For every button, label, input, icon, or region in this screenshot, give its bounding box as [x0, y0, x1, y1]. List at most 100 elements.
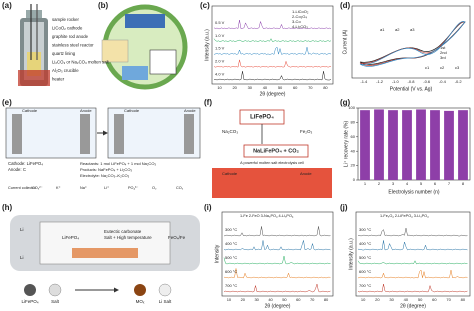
cv-loop [359, 21, 466, 67]
bar [458, 110, 468, 180]
label: 400 °C [359, 241, 371, 246]
label: 700 °C [225, 283, 237, 288]
circle-shape [158, 283, 172, 297]
label: NaLiFePO₄ + CO₂ [253, 148, 299, 154]
pattern-trace [213, 19, 332, 30]
axes-frame [351, 5, 471, 79]
label: -1.0 [392, 79, 400, 84]
label: (b) [98, 1, 109, 10]
label: 4-Li₂CO₃ [292, 24, 308, 29]
label: (i) [204, 203, 212, 212]
rect-shape [243, 144, 309, 158]
label: Current collector [8, 186, 37, 190]
label: Potential (V vs. Ag) [390, 86, 433, 92]
label: c1 [425, 65, 430, 70]
furnace-illustration [10, 215, 200, 297]
label: Al₂O₃ crucible [52, 68, 79, 73]
rect-shape [149, 49, 177, 75]
label: Li⁺ recovery rate (%) [343, 121, 349, 168]
pattern-trace [213, 59, 332, 68]
x-tick-label: 4 [406, 181, 409, 186]
label: Salt + High temperature [104, 235, 152, 240]
label: Intensity (a.u.) [204, 29, 210, 61]
label: quartz lining [52, 51, 76, 56]
label: CO₃²⁻ [32, 186, 43, 190]
label: 4.0 V [215, 71, 225, 76]
bar [374, 109, 384, 180]
rect-shape [12, 114, 22, 154]
label: Cathode: LiFePO₄ [8, 161, 43, 166]
label: (d) [340, 1, 351, 10]
label: Fe₂O₃ [300, 129, 312, 134]
pattern-trace [357, 260, 468, 265]
label: 30 [389, 297, 394, 302]
circle-shape [134, 284, 146, 296]
label: K⁺ [56, 186, 61, 190]
axes-frame [211, 5, 334, 85]
label: FeO₄/Fe [168, 235, 186, 240]
bar [360, 110, 370, 180]
label: Salt [51, 299, 60, 304]
pattern-trace [213, 46, 332, 55]
label: 1.0 V [215, 33, 225, 38]
label: 50 [418, 297, 423, 302]
label: 3rd [440, 55, 446, 60]
label: 0.5 V [215, 20, 225, 25]
label: 50 [278, 85, 283, 90]
label: Li Salt [159, 299, 172, 304]
x-tick-label: 1 [364, 181, 367, 186]
label: 2θ (degree) [260, 91, 286, 97]
label: LiFePO₄ [250, 115, 274, 121]
pattern-trace [223, 240, 331, 251]
label: Intensity [214, 244, 220, 263]
label: 30 [254, 297, 259, 302]
label: 30 [248, 85, 253, 90]
label: Anode [80, 108, 92, 113]
label: a3 [410, 27, 415, 32]
reactor-illustration [18, 4, 50, 86]
rect-shape [18, 70, 50, 86]
pattern-trace [357, 283, 468, 293]
label: -0.8 [408, 79, 416, 84]
rect-shape [26, 10, 42, 18]
x-tick-label: 7 [448, 181, 451, 186]
label: 500 °C [225, 255, 237, 260]
label: sample rocker [52, 17, 80, 22]
label: 2θ (degree) [265, 303, 291, 309]
label: -0.2 [455, 79, 463, 84]
label: Current (A) [342, 29, 348, 54]
label: 700 °C [359, 283, 371, 288]
rect-shape [125, 14, 165, 28]
label: 80 [324, 297, 329, 302]
label: 300 °C [225, 227, 237, 232]
label: 600 °C [359, 269, 371, 274]
label: 20 [375, 297, 380, 302]
label: a2 [395, 27, 400, 32]
circle-shape [48, 283, 62, 297]
label: -0.4 [439, 79, 447, 84]
label: 300 °C [359, 227, 371, 232]
x-tick-label: 5 [420, 181, 423, 186]
pattern-trace [213, 71, 332, 81]
label: Cathode [22, 108, 38, 113]
label: Intensity (a.u.) [348, 238, 354, 270]
x-tick-label: 6 [434, 181, 437, 186]
y-tick-label: 20 [351, 163, 356, 168]
pattern-trace [223, 283, 331, 293]
label: (c) [200, 1, 210, 10]
label: 60 [293, 85, 298, 90]
label: 10 [217, 85, 222, 90]
label: 60 [432, 297, 437, 302]
x-tick-label: 8 [462, 181, 465, 186]
label: c3 [455, 65, 460, 70]
rect-shape [122, 66, 148, 80]
axes-frame [355, 211, 471, 297]
y-tick-label: 40 [351, 148, 356, 153]
label: 1-LiCoO₂ [292, 9, 309, 14]
label: 1-Fe₃O₄ 2-LiFePO₄ 3-Li₃PO₄ [380, 214, 429, 218]
label: Li⁺ [104, 186, 109, 190]
label: Li [20, 227, 24, 232]
pattern-trace [357, 227, 468, 237]
reaction-illustration [212, 109, 332, 198]
label: -0.6 [423, 79, 431, 84]
